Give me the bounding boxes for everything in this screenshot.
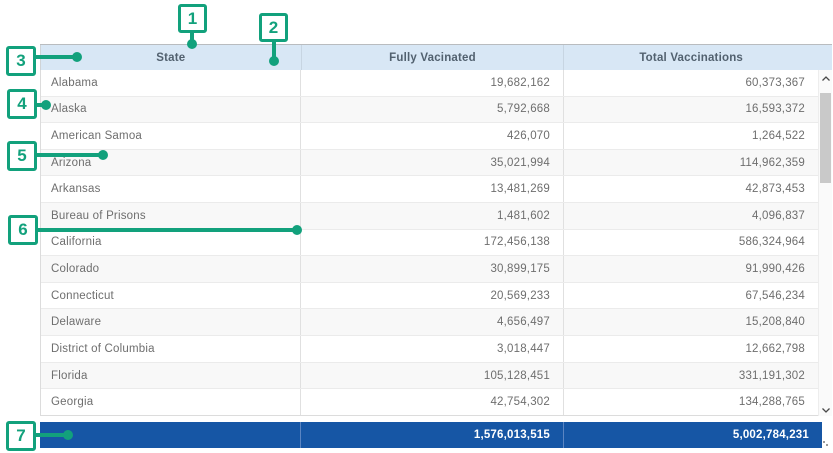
table-row[interactable]: District of Columbia 3,018,447 12,662,798 — [41, 336, 818, 363]
table-row[interactable]: Delaware 4,656,497 15,208,840 — [41, 309, 818, 337]
cell-total-vaccinations: 16,593,372 — [563, 96, 818, 123]
table-row[interactable]: Colorado 30,899,175 91,990,426 — [41, 256, 818, 283]
cell-state: Connecticut — [51, 289, 114, 302]
callout-2-dot — [269, 56, 279, 66]
chevron-down-icon — [822, 400, 830, 418]
cell-state: California — [51, 236, 102, 249]
cell-fully-vaccinated: 4,656,497 — [300, 309, 563, 336]
scroll-down-button[interactable] — [819, 402, 833, 416]
cell-state: Georgia — [51, 396, 94, 409]
cell-fully-vaccinated: 42,754,302 — [300, 389, 563, 415]
callout-3: 3 — [6, 46, 36, 76]
callout-7-dot — [63, 430, 73, 440]
cell-fully-vaccinated: 105,128,451 — [300, 362, 563, 389]
callout-4-line — [35, 103, 44, 107]
table-row[interactable]: Georgia 42,754,302 134,288,765 — [41, 389, 818, 415]
table-top-border — [40, 44, 832, 45]
cell-state: Arkansas — [51, 183, 101, 196]
callout-2: 2 — [259, 13, 288, 42]
cell-total-vaccinations: 4,096,837 — [563, 203, 818, 229]
callout-5: 5 — [7, 141, 37, 171]
totals-cell-state — [40, 422, 300, 448]
cell-state: Bureau of Prisons — [51, 209, 146, 222]
table-row[interactable]: American Samoa 426,070 1,264,522 — [41, 123, 818, 150]
callout-6: 6 — [8, 215, 38, 245]
cell-fully-vaccinated: 5,792,668 — [300, 96, 563, 123]
cell-state: Alabama — [51, 76, 98, 89]
cell-total-vaccinations: 586,324,964 — [563, 229, 818, 256]
cell-fully-vaccinated: 426,070 — [300, 123, 563, 149]
cell-total-vaccinations: 114,962,359 — [563, 149, 818, 176]
totals-row: 1,576,013,515 5,002,784,231 — [40, 422, 822, 448]
callout-2-line — [272, 40, 276, 57]
cell-total-vaccinations: 134,288,765 — [563, 389, 818, 415]
cell-state: Alaska — [51, 103, 87, 116]
callout-1-dot — [187, 39, 197, 49]
cell-fully-vaccinated: 172,456,138 — [300, 229, 563, 256]
cell-total-vaccinations: 331,191,302 — [563, 362, 818, 389]
callout-3-dot — [72, 52, 82, 62]
cell-fully-vaccinated: 20,569,233 — [300, 282, 563, 309]
callout-6-dot — [292, 225, 302, 235]
cell-fully-vaccinated: 19,682,162 — [300, 70, 563, 96]
header-scrollbar-gutter — [818, 45, 832, 70]
callout-7: 7 — [6, 421, 36, 451]
resize-grip — [823, 441, 825, 443]
callout-5-line — [35, 153, 100, 157]
cell-fully-vaccinated: 13,481,269 — [300, 176, 563, 203]
callout-1: 1 — [178, 4, 207, 33]
column-header-total-vaccinations[interactable]: Total Vaccinations — [563, 45, 818, 70]
totals-cell-fully-vaccinated: 1,576,013,515 — [300, 422, 563, 448]
cell-fully-vaccinated: 1,481,602 — [300, 203, 563, 229]
vertical-scrollbar[interactable] — [818, 70, 832, 416]
scroll-up-button[interactable] — [819, 70, 833, 84]
cell-total-vaccinations: 42,873,453 — [563, 176, 818, 203]
cell-state: Arizona — [51, 156, 92, 169]
table-header-row: State Fully Vacinated Total Vaccinations — [40, 45, 832, 70]
callout-1-line — [190, 31, 194, 40]
cell-fully-vaccinated: 3,018,447 — [300, 336, 563, 362]
cell-total-vaccinations: 60,373,367 — [563, 70, 818, 96]
callout-3-line — [34, 55, 74, 59]
cell-fully-vaccinated: 30,899,175 — [300, 256, 563, 282]
cell-total-vaccinations: 1,264,522 — [563, 123, 818, 149]
callout-6-line — [36, 228, 294, 232]
table-row[interactable]: Connecticut 20,569,233 67,546,234 — [41, 282, 818, 310]
cell-total-vaccinations: 67,546,234 — [563, 282, 818, 309]
table-row[interactable]: Alabama 19,682,162 60,373,367 — [41, 70, 818, 97]
scrollbar-thumb[interactable] — [820, 93, 831, 183]
column-header-fully-vaccinated[interactable]: Fully Vacinated — [300, 45, 564, 70]
column-header-state[interactable]: State — [156, 51, 186, 64]
cell-state: American Samoa — [51, 130, 143, 143]
table-row[interactable]: California 172,456,138 586,324,964 — [41, 229, 818, 257]
cell-state: Delaware — [51, 316, 102, 329]
callout-4: 4 — [7, 89, 37, 119]
table-body: Alabama 19,682,162 60,373,367 Alaska 5,792,6… — [40, 70, 818, 416]
cell-fully-vaccinated: 35,021,994 — [300, 149, 563, 176]
table-row[interactable]: Bureau of Prisons 1,481,602 4,096,837 — [41, 203, 818, 230]
cell-state: Colorado — [51, 263, 100, 276]
cell-state: Florida — [51, 369, 88, 382]
callout-5-dot — [98, 150, 108, 160]
cell-total-vaccinations: 12,662,798 — [563, 336, 818, 362]
callout-7-line — [34, 433, 65, 437]
cell-total-vaccinations: 91,990,426 — [563, 256, 818, 282]
callout-4-dot — [41, 100, 51, 110]
table-row[interactable]: Alaska 5,792,668 16,593,372 — [41, 96, 818, 124]
table-row[interactable]: Florida 105,128,451 331,191,302 — [41, 362, 818, 390]
totals-cell-total-vaccinations: 5,002,784,231 — [563, 422, 822, 448]
table-row[interactable]: Arkansas 13,481,269 42,873,453 — [41, 176, 818, 204]
cell-total-vaccinations: 15,208,840 — [563, 309, 818, 336]
chevron-up-icon — [822, 68, 830, 86]
table-row[interactable]: Arizona 35,021,994 114,962,359 — [41, 149, 818, 177]
cell-state: District of Columbia — [51, 342, 155, 355]
